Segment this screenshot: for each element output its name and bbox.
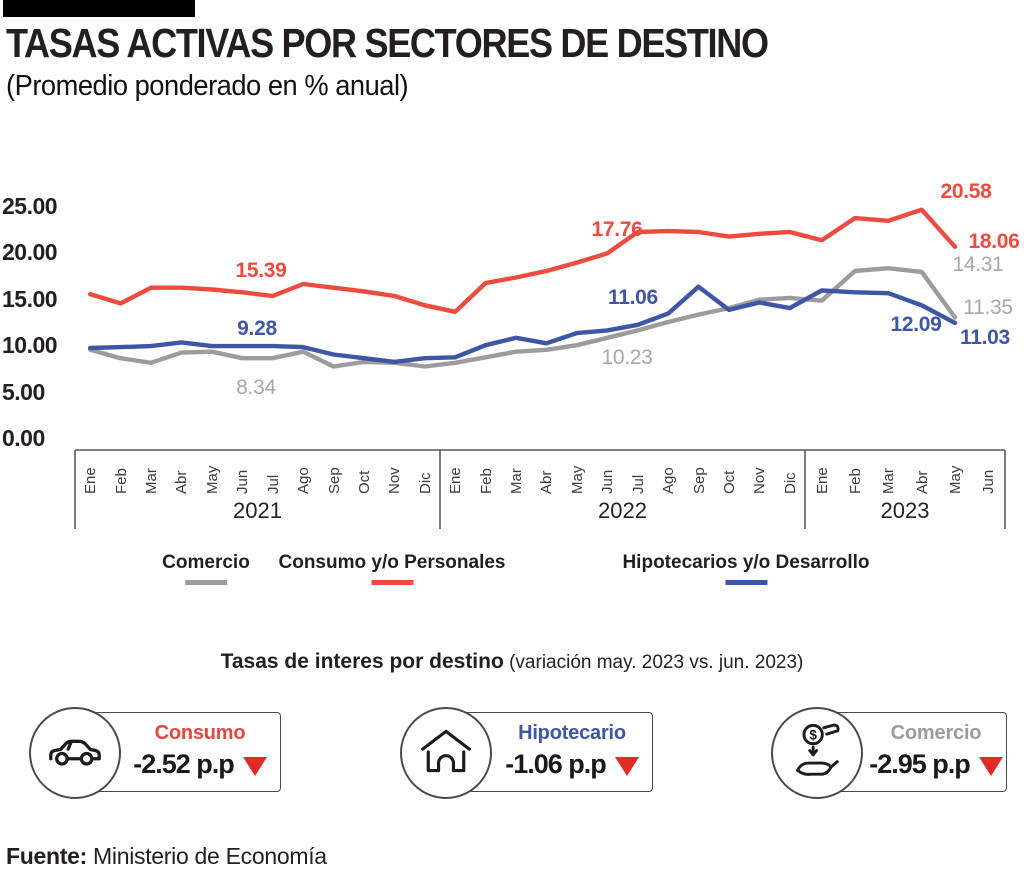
series-hipotecarios-y-o-desarrollo — [87, 284, 958, 365]
house-icon — [418, 725, 474, 782]
y-axis-tick: 10.00 — [2, 332, 58, 359]
y-axis-tick: 0.00 — [2, 425, 45, 451]
card-icon-circle — [400, 707, 492, 799]
brand-tag — [3, 0, 195, 17]
data-label: 10.23 — [601, 346, 653, 369]
legend-item: Hipotecarios y/o Desarrollo — [622, 552, 870, 585]
summary-card-hipotecario: Hipotecario -1.06 p.p — [399, 706, 661, 802]
x-axis-month: Mar — [143, 468, 161, 494]
y-axis-tick: 20.00 — [2, 239, 58, 266]
x-axis-month: Feb — [847, 468, 864, 494]
summary-title: Tasas de interes por destino (variación … — [0, 650, 1024, 674]
series-comercio — [87, 266, 958, 369]
x-axis-month: Ago — [295, 467, 313, 494]
car-icon — [44, 729, 106, 778]
legend-item: Consumo y/o Personales — [278, 552, 506, 585]
x-axis-month: Feb — [112, 468, 130, 494]
legend-label: Comercio — [162, 552, 250, 573]
x-axis-month: Jul — [629, 474, 647, 494]
x-axis-month: Dic — [781, 472, 799, 494]
data-label: 9.28 — [237, 317, 277, 340]
x-axis-month: Jun — [234, 469, 252, 494]
x-axis-month: Oct — [720, 470, 738, 494]
x-axis-month: Ago — [660, 467, 678, 494]
summary-title-main: Tasas de interes por destino — [220, 650, 504, 673]
legend-label: Consumo y/o Personales — [278, 552, 506, 573]
x-axis-month: Oct — [355, 470, 373, 494]
x-axis-month: Abr — [913, 470, 931, 494]
x-axis-month: Ene — [813, 467, 831, 494]
legend-item: Comercio — [162, 552, 250, 585]
data-label: 8.34 — [236, 376, 276, 399]
data-label: 11.03 — [960, 326, 1010, 349]
x-axis-month: Abr — [538, 470, 556, 494]
y-axis-tick: 15.00 — [2, 285, 58, 312]
x-axis-month: Abr — [173, 470, 191, 494]
x-axis-year: 2021 — [233, 498, 282, 523]
legend-swatch — [370, 580, 413, 585]
x-axis-month: May — [568, 465, 586, 494]
summary-card-consumo: Consumo -2.52 p.p — [28, 706, 290, 802]
card-icon-circle: $ — [771, 707, 863, 799]
x-axis-month: Jun — [599, 469, 617, 494]
y-axis-tick: 25.00 — [2, 193, 58, 219]
x-axis-month: Nov — [386, 467, 404, 494]
x-axis-month: Mar — [508, 468, 526, 494]
summary-title-note: (variación may. 2023 vs. jun. 2023) — [503, 652, 804, 673]
triangle-down-icon — [614, 756, 639, 776]
x-axis-year: 2023 — [880, 498, 930, 523]
card-value: -1.06 p.p — [505, 749, 607, 779]
page-title: TASAS ACTIVAS POR SECTORES DE DESTINO — [6, 20, 769, 66]
data-label: 20.58 — [940, 180, 992, 203]
x-axis-month: Mar — [880, 468, 898, 494]
data-label: 17.76 — [591, 218, 643, 241]
source-label: Fuente: — [6, 843, 87, 869]
data-label: 12.09 — [890, 313, 942, 336]
summary-card-comercio: $ Comercio -2.95 p.p — [770, 706, 1016, 802]
source-text: Ministerio de Economía — [86, 843, 327, 869]
x-axis-year: 2022 — [598, 498, 647, 523]
data-label: 14.31 — [952, 253, 1004, 276]
card-icon-circle — [29, 707, 121, 799]
card-label: Comercio — [890, 722, 982, 744]
legend-label: Hipotecarios y/o Desarrollo — [622, 552, 870, 573]
legend-swatch — [184, 580, 227, 585]
x-axis-month: Sep — [325, 467, 343, 494]
card-value: -2.52 p.p — [133, 749, 235, 779]
data-label: 11.35 — [963, 296, 1013, 319]
triangle-down-icon — [242, 756, 267, 776]
x-axis-month: May — [947, 465, 964, 494]
x-axis-month: Ene — [447, 467, 465, 494]
x-axis-month: Ene — [82, 467, 100, 494]
x-axis-month: Jul — [264, 474, 282, 494]
svg-text:$: $ — [809, 727, 817, 742]
x-axis-month: Feb — [477, 468, 495, 494]
page-subtitle: (Promedio ponderado en % anual) — [6, 70, 409, 102]
x-axis-month: Jun — [980, 469, 998, 494]
data-label: 18.06 — [968, 230, 1020, 253]
y-axis-tick: 5.00 — [2, 378, 45, 405]
data-label: 15.39 — [235, 259, 287, 282]
card-label: Consumo — [154, 722, 246, 744]
source-note: Fuente: Ministerio de Economía — [6, 843, 327, 870]
x-axis-month: Sep — [690, 467, 708, 494]
x-axis-month: May — [203, 465, 221, 494]
card-label: Hipotecario — [518, 722, 626, 744]
x-axis-month: Nov — [751, 467, 769, 494]
card-value: -2.95 p.p — [869, 749, 971, 779]
hand-coin-icon: $ — [788, 722, 846, 785]
x-axis-month: Dic — [416, 472, 434, 494]
data-label: 11.06 — [608, 286, 658, 309]
series-consumo-y-o-personales — [87, 207, 958, 314]
legend-swatch — [724, 580, 767, 585]
triangle-down-icon — [978, 756, 1003, 776]
